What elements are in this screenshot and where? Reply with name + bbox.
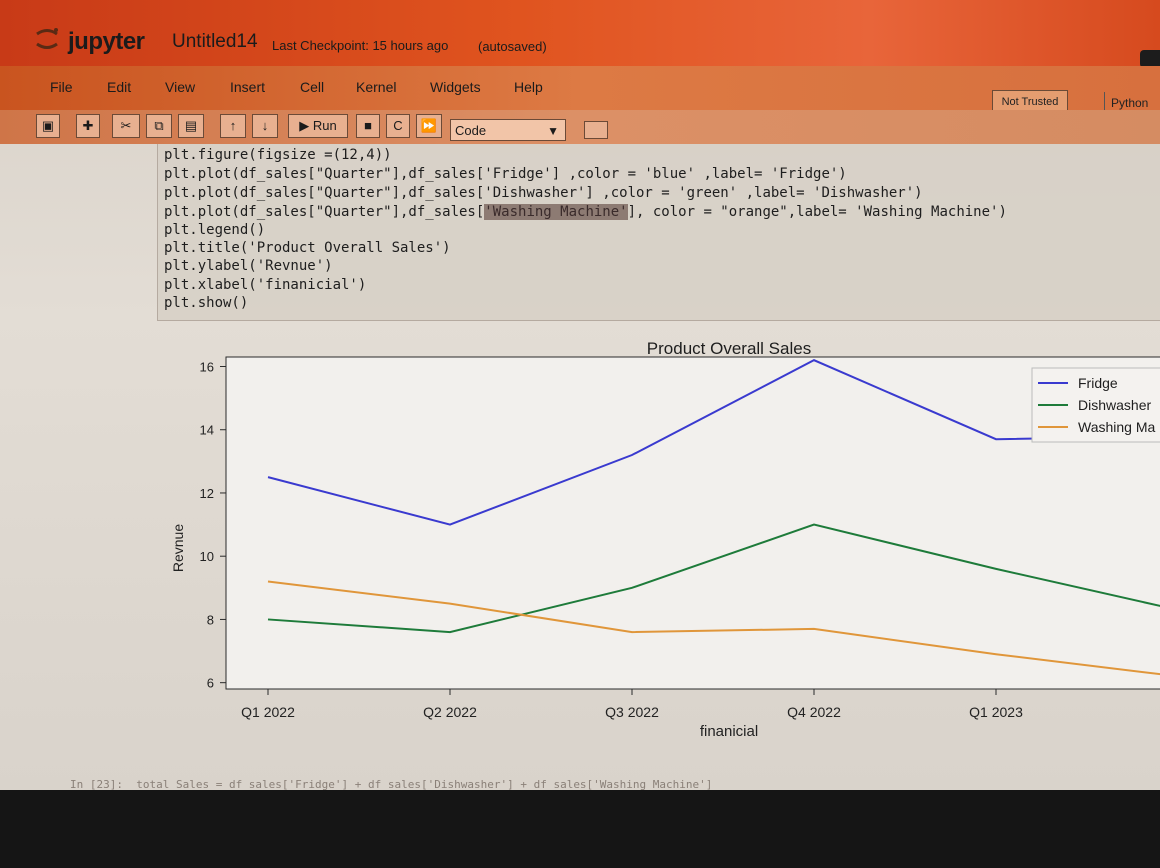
next-cell-preview: In [23]: total_Sales = df_sales['Fridge'… (70, 778, 713, 790)
add-cell-icon: ✚ (82, 118, 94, 133)
checkpoint-status: Last Checkpoint: 15 hours ago (272, 38, 449, 53)
series-line-1 (267, 523, 1160, 634)
menu-kernel[interactable]: Kernel (356, 79, 397, 95)
move-down-button[interactable]: ↓ (252, 114, 278, 138)
legend-entry: Washing Ma (1078, 419, 1156, 435)
code-line: plt.plot(df_sales["Quarter"],df_sales['W… (164, 204, 1007, 220)
menu-insert[interactable]: Insert (230, 79, 266, 95)
code-highlight: 'Washing Machine' (484, 204, 628, 220)
code-line: plt.plot(df_sales["Quarter"],df_sales['F… (164, 166, 847, 182)
y-tick-label: 10 (200, 549, 214, 564)
menu-view[interactable]: View (165, 79, 196, 95)
output-area: Product Overall Sales finanicial Revnue … (0, 320, 1160, 790)
menu-file[interactable]: File (50, 79, 73, 95)
x-tick-label: Q3 2022 (605, 704, 659, 720)
menubar: File Edit View Insert Cell Kernel Widget… (0, 66, 1160, 110)
x-tick-label: Q1 2023 (969, 704, 1023, 720)
plot-frame (225, 356, 1160, 690)
x-tick-label: Q2 2022 (423, 704, 477, 720)
jupyter-logo-text[interactable]: jupyter (68, 28, 145, 55)
kernel-indicator: Python (1104, 92, 1160, 114)
menu-edit[interactable]: Edit (107, 79, 132, 95)
copy-button[interactable]: ⧉ (146, 114, 172, 138)
code-line: plt.show() (164, 295, 249, 311)
restart-run-all-button[interactable]: ⏩ (416, 114, 442, 138)
code-line: plt.xlabel('finanicial') (164, 277, 367, 293)
series-line-0 (267, 359, 1160, 526)
legend-entry: Fridge (1078, 375, 1118, 391)
fast-forward-icon: ⏩ (420, 118, 438, 133)
save-icon: ▣ (41, 118, 55, 133)
toolbar: ▣ ✚ ✂ ⧉ ▤ ↑ ↓ ▶ Run ■ C ⏩ (0, 110, 1160, 144)
code-segment: plt.plot(df_sales["Quarter"],df_sales[ (164, 204, 485, 220)
notebook-header: jupyter Untitled14 Last Checkpoint: 15 h… (0, 0, 1160, 68)
save-button[interactable]: ▣ (36, 114, 60, 138)
cell-type-select[interactable]: Code ▼ (450, 119, 566, 141)
restart-icon: C (393, 118, 403, 133)
stop-icon: ■ (364, 118, 372, 133)
jupyter-logo-icon (36, 28, 58, 49)
y-tick-label: 8 (207, 612, 214, 627)
code-line: plt.ylabel('Revnue') (164, 258, 333, 274)
menu-widgets[interactable]: Widgets (430, 79, 481, 95)
series-line-2 (267, 580, 1160, 676)
run-button[interactable]: ▶ Run (288, 114, 348, 138)
y-tick-label: 14 (200, 423, 214, 438)
y-axis-label: Revnue (170, 524, 186, 572)
code-segment: ], color = "orange",label= 'Washing Mach… (627, 204, 1007, 220)
cut-icon: ✂ (120, 118, 132, 133)
code-cell[interactable]: plt.figure(figsize =(12,4)) plt.plot(df_… (157, 144, 1160, 321)
y-tick-label: 6 (207, 676, 214, 691)
chart-title: Product Overall Sales (647, 339, 811, 358)
move-up-icon: ↑ (229, 118, 237, 133)
run-button-label: Run (312, 118, 337, 133)
x-tick-label: Q1 2022 (241, 704, 295, 720)
notebook-title[interactable]: Untitled14 (172, 31, 258, 52)
code-line: plt.title('Product Overall Sales') (164, 240, 451, 256)
y-tick-label: 12 (200, 486, 214, 501)
screen: jupyter Untitled14 Last Checkpoint: 15 h… (0, 0, 1160, 790)
x-tick-label: Q4 2022 (787, 704, 841, 720)
cell-type-value: Code (455, 123, 487, 138)
paste-button[interactable]: ▤ (178, 114, 204, 138)
copy-icon: ⧉ (154, 118, 164, 133)
restart-button[interactable]: C (386, 114, 410, 138)
chevron-down-icon: ▼ (547, 124, 559, 138)
code-line: plt.figure(figsize =(12,4)) (164, 147, 392, 163)
paste-icon: ▤ (184, 118, 198, 133)
code-line: plt.legend() (164, 222, 266, 238)
menu-cell[interactable]: Cell (300, 79, 325, 95)
move-down-icon: ↓ (261, 118, 269, 133)
keyboard-icon[interactable] (584, 121, 608, 139)
stop-button[interactable]: ■ (356, 114, 380, 138)
cut-button[interactable]: ✂ (112, 114, 140, 138)
legend-entry: Dishwasher (1078, 397, 1151, 413)
menu-help[interactable]: Help (514, 79, 543, 95)
add-cell-button[interactable]: ✚ (76, 114, 100, 138)
run-icon: ▶ (299, 118, 310, 133)
move-up-button[interactable]: ↑ (220, 114, 246, 138)
x-axis-label: finanicial (700, 723, 758, 740)
code-line: plt.plot(df_sales["Quarter"],df_sales['D… (164, 185, 923, 201)
y-tick-label: 16 (200, 359, 214, 374)
line-chart: Product Overall Sales finanicial Revnue … (170, 339, 1160, 740)
autosave-status: (autosaved) (478, 39, 547, 54)
python-logo-icon (1140, 50, 1160, 68)
